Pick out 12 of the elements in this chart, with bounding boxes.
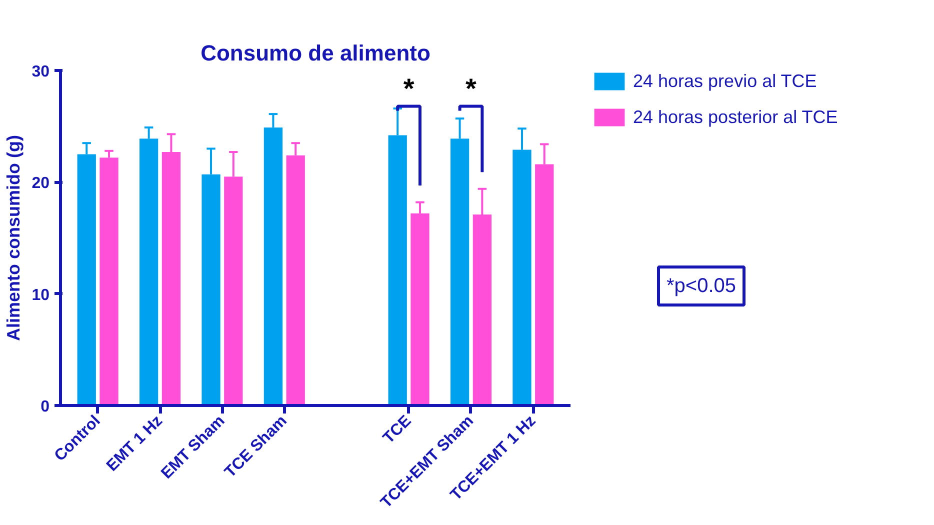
legend-label: 24 horas previo al TCE — [633, 70, 817, 92]
x-tick-label: TCE — [380, 412, 416, 448]
y-tick-label: 30 — [32, 64, 50, 80]
y-tick-label: 0 — [40, 398, 50, 416]
y-tick-label: 10 — [32, 286, 50, 304]
legend-label: 24 horas posterior al TCE — [633, 106, 838, 128]
chart-title: Consumo de alimento — [200, 40, 430, 66]
y-axis-title: Alimento consumido (g) — [4, 134, 24, 341]
annotation: * — [466, 72, 477, 104]
text: *p<0.05 — [666, 275, 736, 297]
y-tick-label: 20 — [32, 175, 50, 192]
annotation: * — [403, 72, 414, 104]
